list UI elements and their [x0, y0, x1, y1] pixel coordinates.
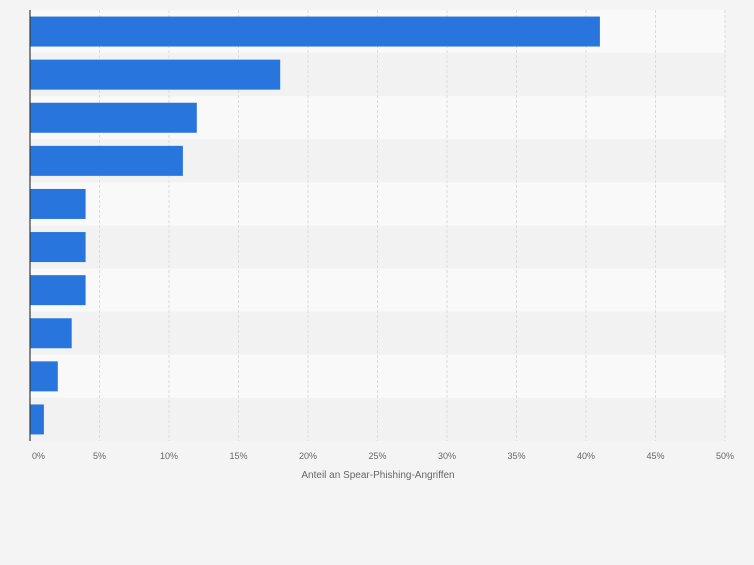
x-tick-label: 0%: [32, 451, 45, 461]
bar[interactable]: [30, 404, 44, 435]
x-tick-label: 50%: [716, 451, 734, 461]
bar[interactable]: [30, 361, 58, 392]
x-tick-labels: 0% 5% 10% 15% 20% 25% 30% 35% 40% 45% 50%: [32, 451, 734, 461]
x-tick-label: 30%: [438, 451, 456, 461]
x-tick-label: 15%: [229, 451, 247, 461]
bar[interactable]: [30, 318, 72, 349]
x-tick-label: 35%: [507, 451, 525, 461]
row-band: [30, 311, 725, 355]
row-band: [30, 397, 725, 441]
x-tick-label: 25%: [368, 451, 386, 461]
bars: [30, 16, 600, 435]
bar[interactable]: [30, 275, 86, 306]
x-axis-label: Anteil an Spear-Phishing-Angriffen: [301, 470, 454, 481]
bar[interactable]: [30, 102, 197, 133]
bar[interactable]: [30, 188, 86, 219]
bar[interactable]: [30, 145, 183, 176]
x-tick-label: 10%: [160, 451, 178, 461]
bar[interactable]: [30, 59, 281, 90]
x-tick-label: 20%: [299, 451, 317, 461]
bar[interactable]: [30, 232, 86, 263]
x-tick-label: 5%: [93, 451, 106, 461]
x-tick-label: 45%: [646, 451, 664, 461]
row-band: [30, 182, 725, 226]
bar[interactable]: [30, 16, 600, 47]
x-tick-label: 40%: [577, 451, 595, 461]
